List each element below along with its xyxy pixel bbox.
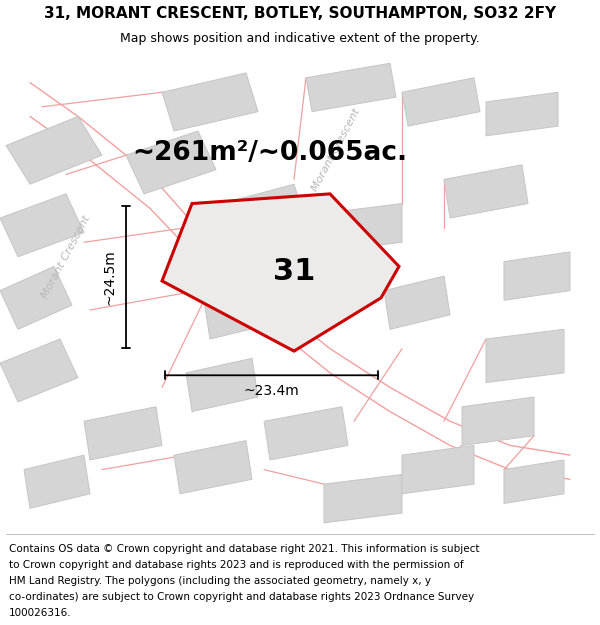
Text: 31: 31: [273, 257, 315, 286]
Polygon shape: [162, 73, 258, 131]
Polygon shape: [126, 131, 216, 194]
Text: to Crown copyright and database rights 2023 and is reproduced with the permissio: to Crown copyright and database rights 2…: [9, 560, 464, 570]
Polygon shape: [0, 339, 78, 402]
Polygon shape: [222, 184, 306, 242]
Polygon shape: [486, 92, 558, 136]
Polygon shape: [402, 446, 474, 494]
Polygon shape: [486, 329, 564, 382]
Polygon shape: [162, 194, 399, 351]
Polygon shape: [384, 276, 450, 329]
Polygon shape: [504, 460, 564, 504]
Polygon shape: [444, 165, 528, 218]
Polygon shape: [504, 252, 570, 300]
Polygon shape: [84, 407, 162, 460]
Polygon shape: [264, 407, 348, 460]
Text: 100026316.: 100026316.: [9, 608, 71, 618]
Text: Morant Crescent: Morant Crescent: [310, 107, 362, 193]
Text: 31, MORANT CRESCENT, BOTLEY, SOUTHAMPTON, SO32 2FY: 31, MORANT CRESCENT, BOTLEY, SOUTHAMPTON…: [44, 6, 556, 21]
Polygon shape: [306, 63, 396, 112]
Polygon shape: [462, 397, 534, 446]
Text: Map shows position and indicative extent of the property.: Map shows position and indicative extent…: [120, 31, 480, 44]
Text: ~261m²/~0.065ac.: ~261m²/~0.065ac.: [133, 140, 407, 166]
Text: HM Land Registry. The polygons (including the associated geometry, namely x, y: HM Land Registry. The polygons (includin…: [9, 576, 431, 586]
Text: Contains OS data © Crown copyright and database right 2021. This information is : Contains OS data © Crown copyright and d…: [9, 544, 479, 554]
Polygon shape: [6, 116, 102, 184]
Polygon shape: [174, 441, 252, 494]
Polygon shape: [0, 266, 72, 329]
Polygon shape: [402, 78, 480, 126]
Polygon shape: [24, 455, 90, 508]
Polygon shape: [324, 204, 402, 252]
Polygon shape: [324, 474, 402, 523]
Text: ~24.5m: ~24.5m: [102, 249, 116, 305]
Polygon shape: [204, 286, 270, 339]
Text: ~23.4m: ~23.4m: [244, 384, 299, 398]
Polygon shape: [0, 194, 84, 257]
Text: Morant Crescent: Morant Crescent: [40, 214, 92, 300]
Text: co-ordinates) are subject to Crown copyright and database rights 2023 Ordnance S: co-ordinates) are subject to Crown copyr…: [9, 592, 474, 602]
Polygon shape: [186, 358, 258, 411]
